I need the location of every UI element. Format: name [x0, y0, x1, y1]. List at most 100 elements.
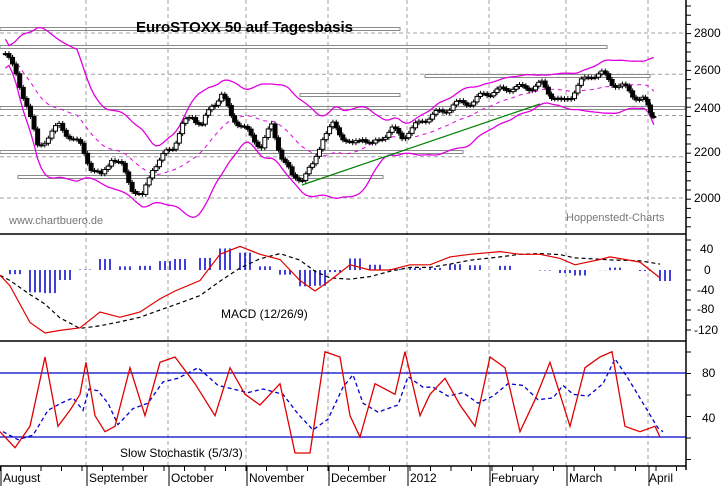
price-tick-2400: 2400	[694, 101, 721, 115]
candle-body	[433, 110, 439, 115]
candle-body	[143, 184, 149, 195]
month-label-december: December	[331, 471, 387, 485]
candle-body	[343, 139, 349, 142]
candle-body	[409, 127, 415, 134]
candle-body	[122, 162, 128, 173]
candle-body	[633, 96, 639, 101]
candle-body	[542, 80, 548, 88]
candle-body	[170, 148, 176, 151]
stochastic-label: Slow Stochastik (5/3/3)	[120, 446, 243, 460]
candle-body	[447, 109, 453, 114]
watermark-left: www.chartbuero.de	[9, 215, 104, 227]
candle-body	[626, 85, 632, 92]
candle-body	[645, 98, 651, 106]
month-label-april: April	[649, 471, 674, 485]
candle-body	[572, 92, 578, 100]
macd-tick-40: 40	[700, 242, 714, 256]
candle-body	[460, 100, 466, 104]
month-label-november: November	[249, 471, 305, 485]
candle-body	[235, 121, 241, 127]
candle-body	[282, 158, 288, 163]
candle-body	[523, 85, 529, 89]
candle-body	[392, 126, 398, 129]
macd-tick-minus80: -80	[697, 302, 715, 316]
candle-body	[279, 149, 285, 160]
price-tick-2800: 2800	[694, 26, 721, 40]
macd-label: MACD (12/26/9)	[221, 307, 308, 321]
candle-body	[112, 159, 118, 163]
candle-body	[296, 177, 302, 182]
candle-body	[450, 104, 456, 111]
candle-body	[180, 122, 186, 135]
candle-body	[406, 132, 412, 139]
candle-body	[222, 93, 228, 99]
candle-body	[156, 159, 162, 168]
price-tick-2000: 2000	[694, 191, 721, 205]
bollinger-upper	[4, 26, 654, 147]
candle-body	[232, 115, 238, 123]
macd-tick-minus120: -120	[694, 323, 719, 337]
candle-body	[578, 78, 584, 86]
candle-body	[491, 92, 497, 97]
macd-tick-0: 0	[704, 263, 711, 277]
candle-body	[27, 105, 33, 117]
trendline	[301, 103, 541, 186]
month-label-august: August	[3, 471, 41, 485]
candle-body	[248, 128, 254, 136]
candle-body	[153, 166, 159, 171]
candle-body	[10, 56, 16, 65]
stoch-tick-80: 80	[702, 366, 716, 380]
price-tick-2600: 2600	[694, 63, 721, 77]
candle-body	[17, 73, 23, 88]
candle-body	[60, 122, 66, 131]
candle-body	[513, 86, 519, 90]
candle-body	[533, 85, 539, 91]
candle-body	[396, 127, 402, 134]
candle-body	[636, 98, 642, 101]
candle-body	[109, 159, 115, 167]
candle-body	[623, 83, 629, 87]
candle-body	[320, 139, 326, 150]
candle-body	[206, 109, 212, 116]
candle-body	[67, 135, 73, 140]
candle-body	[323, 133, 329, 141]
candle-body	[333, 121, 339, 129]
candle-body	[327, 126, 333, 135]
candle-body	[196, 122, 202, 125]
price-tick-2200: 2200	[694, 145, 721, 159]
candle-body	[464, 102, 470, 106]
macd-tick-minus40: -40	[697, 283, 715, 297]
candle-body	[126, 171, 132, 183]
candle-body	[306, 166, 312, 175]
candle-body	[255, 141, 261, 148]
candle-body	[286, 161, 292, 168]
candle-body	[24, 97, 30, 107]
candle-body	[45, 137, 51, 144]
candle-body	[20, 86, 26, 99]
candle-body	[102, 168, 108, 175]
month-label-february: February	[491, 471, 540, 485]
candle-body	[209, 105, 215, 111]
candle-body	[426, 118, 432, 123]
candle-body	[383, 136, 389, 140]
candle-body	[313, 155, 319, 165]
candle-body	[500, 86, 506, 89]
support-resistance-line	[17, 175, 384, 179]
month-label-2012: 2012	[410, 471, 437, 485]
candle-body	[31, 115, 37, 130]
candle-body	[176, 133, 182, 144]
candle-body	[363, 139, 369, 143]
candle-body	[293, 174, 299, 179]
macd-line	[0, 245, 661, 334]
candle-body	[440, 109, 446, 113]
candle-body	[526, 87, 532, 92]
candle-body	[63, 129, 69, 137]
candle-body	[146, 177, 152, 186]
candle-body	[602, 70, 608, 75]
candle-body	[337, 127, 343, 136]
candle-body	[373, 139, 379, 144]
candle-body	[53, 125, 59, 132]
candle-body	[133, 190, 139, 195]
